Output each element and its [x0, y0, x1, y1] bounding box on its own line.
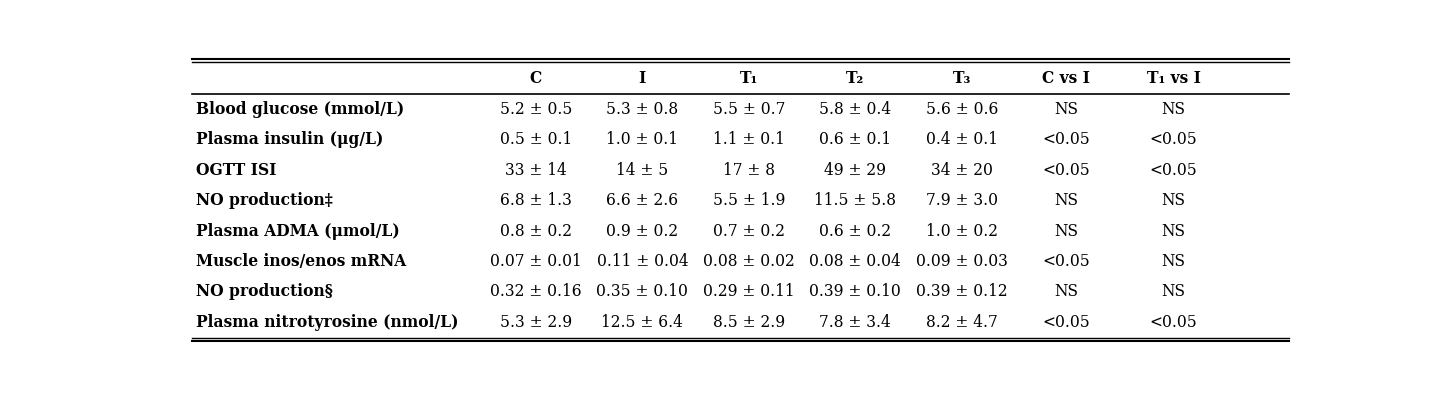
Text: 8.5 ± 2.9: 8.5 ± 2.9	[712, 314, 785, 331]
Text: 0.32 ± 0.16: 0.32 ± 0.16	[490, 283, 582, 301]
Text: T₁ vs I: T₁ vs I	[1146, 70, 1201, 86]
Text: 12.5 ± 6.4: 12.5 ± 6.4	[601, 314, 683, 331]
Text: 0.09 ± 0.03: 0.09 ± 0.03	[916, 253, 1007, 270]
Text: NS: NS	[1053, 222, 1078, 240]
Text: 0.08 ± 0.02: 0.08 ± 0.02	[702, 253, 795, 270]
Text: NS: NS	[1053, 283, 1078, 301]
Text: <0.05: <0.05	[1150, 162, 1198, 178]
Text: 6.6 ± 2.6: 6.6 ± 2.6	[607, 192, 678, 209]
Text: 0.11 ± 0.04: 0.11 ± 0.04	[597, 253, 688, 270]
Text: 1.0 ± 0.2: 1.0 ± 0.2	[926, 222, 997, 240]
Text: <0.05: <0.05	[1042, 314, 1090, 331]
Text: 7.9 ± 3.0: 7.9 ± 3.0	[926, 192, 997, 209]
Text: Plasma ADMA (μmol/L): Plasma ADMA (μmol/L)	[197, 222, 400, 240]
Text: 0.39 ± 0.10: 0.39 ± 0.10	[809, 283, 902, 301]
Text: NO production§: NO production§	[197, 283, 334, 301]
Text: <0.05: <0.05	[1042, 162, 1090, 178]
Text: 5.3 ± 2.9: 5.3 ± 2.9	[500, 314, 572, 331]
Text: NS: NS	[1053, 192, 1078, 209]
Text: NS: NS	[1162, 283, 1185, 301]
Text: 0.7 ± 0.2: 0.7 ± 0.2	[712, 222, 785, 240]
Text: <0.05: <0.05	[1042, 253, 1090, 270]
Text: NO production‡: NO production‡	[197, 192, 332, 209]
Text: 33 ± 14: 33 ± 14	[504, 162, 566, 178]
Text: NS: NS	[1162, 192, 1185, 209]
Text: 0.29 ± 0.11: 0.29 ± 0.11	[702, 283, 795, 301]
Text: 5.2 ± 0.5: 5.2 ± 0.5	[500, 101, 572, 118]
Text: 7.8 ± 3.4: 7.8 ± 3.4	[819, 314, 892, 331]
Text: <0.05: <0.05	[1150, 131, 1198, 148]
Text: T₃: T₃	[952, 70, 971, 86]
Text: 0.5 ± 0.1: 0.5 ± 0.1	[500, 131, 572, 148]
Text: 0.6 ± 0.2: 0.6 ± 0.2	[819, 222, 892, 240]
Text: 0.08 ± 0.04: 0.08 ± 0.04	[809, 253, 902, 270]
Text: 14 ± 5: 14 ± 5	[616, 162, 669, 178]
Text: 6.8 ± 1.3: 6.8 ± 1.3	[500, 192, 572, 209]
Text: 5.5 ± 1.9: 5.5 ± 1.9	[712, 192, 785, 209]
Text: <0.05: <0.05	[1042, 131, 1090, 148]
Text: 5.6 ± 0.6: 5.6 ± 0.6	[925, 101, 998, 118]
Text: 5.5 ± 0.7: 5.5 ± 0.7	[712, 101, 785, 118]
Text: NS: NS	[1053, 101, 1078, 118]
Text: NS: NS	[1162, 101, 1185, 118]
Text: Muscle inos/enos mRNA: Muscle inos/enos mRNA	[197, 253, 406, 270]
Text: NS: NS	[1162, 222, 1185, 240]
Text: Plasma nitrotyrosine (nmol/L): Plasma nitrotyrosine (nmol/L)	[197, 314, 460, 331]
Text: 8.2 ± 4.7: 8.2 ± 4.7	[926, 314, 997, 331]
Text: T₁: T₁	[740, 70, 759, 86]
Text: 17 ± 8: 17 ± 8	[722, 162, 775, 178]
Text: 0.6 ± 0.1: 0.6 ± 0.1	[819, 131, 892, 148]
Text: 49 ± 29: 49 ± 29	[824, 162, 886, 178]
Text: 0.39 ± 0.12: 0.39 ± 0.12	[916, 283, 1007, 301]
Text: 5.3 ± 0.8: 5.3 ± 0.8	[607, 101, 678, 118]
Text: 0.35 ± 0.10: 0.35 ± 0.10	[597, 283, 688, 301]
Text: 0.07 ± 0.01: 0.07 ± 0.01	[490, 253, 582, 270]
Text: 11.5 ± 5.8: 11.5 ± 5.8	[814, 192, 896, 209]
Text: T₂: T₂	[847, 70, 864, 86]
Text: I: I	[639, 70, 646, 86]
Text: <0.05: <0.05	[1150, 314, 1198, 331]
Text: 1.0 ± 0.1: 1.0 ± 0.1	[607, 131, 678, 148]
Text: NS: NS	[1162, 253, 1185, 270]
Text: OGTT ISI: OGTT ISI	[197, 162, 277, 178]
Text: C: C	[530, 70, 542, 86]
Text: 5.8 ± 0.4: 5.8 ± 0.4	[819, 101, 892, 118]
Text: Plasma insulin (μg/L): Plasma insulin (μg/L)	[197, 131, 384, 148]
Text: C vs I: C vs I	[1042, 70, 1090, 86]
Text: 0.8 ± 0.2: 0.8 ± 0.2	[500, 222, 572, 240]
Text: Blood glucose (mmol/L): Blood glucose (mmol/L)	[197, 101, 405, 118]
Text: 1.1 ± 0.1: 1.1 ± 0.1	[712, 131, 785, 148]
Text: 34 ± 20: 34 ± 20	[931, 162, 993, 178]
Text: 0.4 ± 0.1: 0.4 ± 0.1	[926, 131, 997, 148]
Text: 0.9 ± 0.2: 0.9 ± 0.2	[607, 222, 678, 240]
